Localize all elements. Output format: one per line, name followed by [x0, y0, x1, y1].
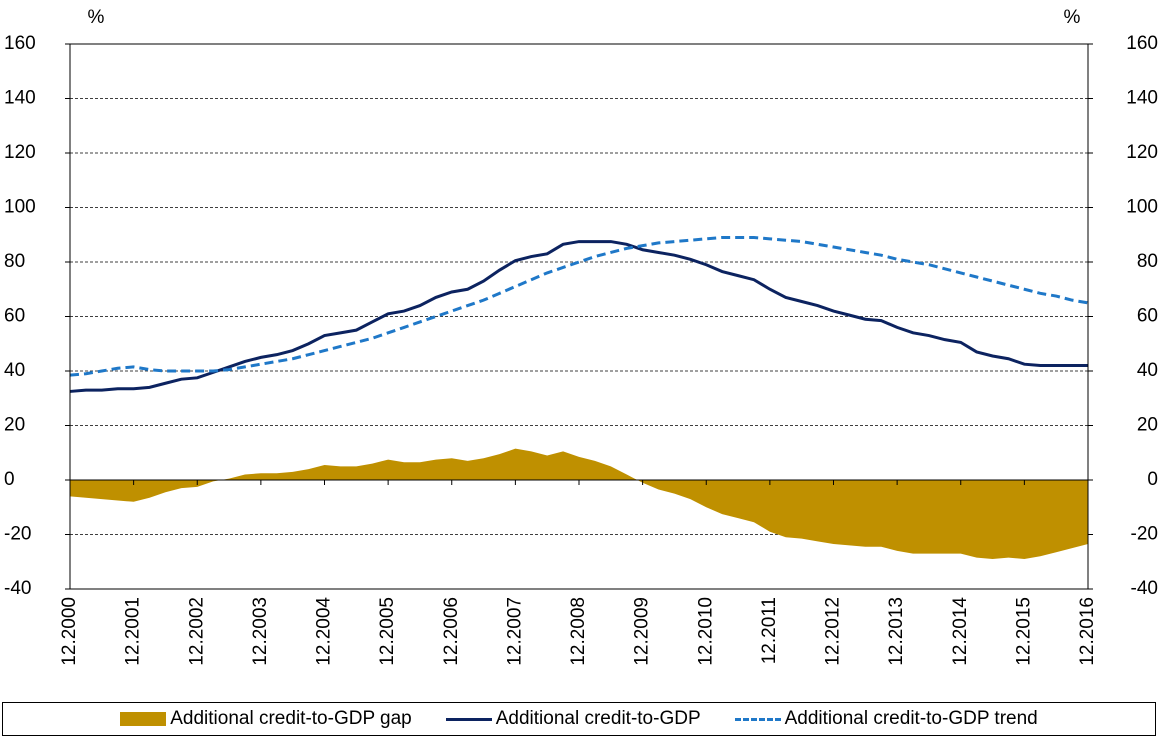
- y-tick-label: 100: [4, 197, 36, 218]
- x-tick-label: 12.2005: [377, 597, 398, 666]
- y2-tick-label: 60: [1137, 306, 1158, 327]
- y2-tick-label: 20: [1137, 415, 1158, 436]
- x-tick-label: 12.2014: [950, 597, 971, 666]
- x-tick-label: 12.2002: [186, 597, 207, 666]
- y2-tick-label: 0: [1147, 469, 1158, 490]
- legend-label: Additional credit-to-GDP trend: [784, 708, 1038, 729]
- area: [70, 448, 1088, 560]
- x-tick-label: 12.2000: [59, 597, 80, 666]
- legend-item: Additional credit-to-GDP gap: [120, 708, 412, 730]
- y2-tick-label: 100: [1126, 197, 1158, 218]
- plot-frame: [69, 43, 1089, 590]
- x-tick-label: 12.2008: [568, 597, 589, 666]
- legend-swatch: [734, 717, 781, 721]
- y-tick-label: 20: [4, 415, 25, 436]
- x-tick-label: 12.2011: [759, 597, 780, 664]
- legend-swatch: [120, 712, 167, 726]
- y-tick-label: 0: [4, 469, 15, 490]
- line: [69, 235, 1089, 377]
- legend: Additional credit-to-GDP gap Additional c…: [2, 702, 1156, 736]
- legend-item: Additional credit-to-GDP trend: [734, 708, 1038, 730]
- y-tick-label: -40: [4, 578, 31, 599]
- x-tick-label: 12.2009: [632, 597, 653, 666]
- x-tick-label: 12.2016: [1077, 597, 1098, 666]
- x-tick-label: 12.2001: [123, 597, 144, 666]
- x-tick-label: 12.2010: [695, 597, 716, 666]
- chart: % % -40 -20 0 20 40 60 80 100 120 140 160 -40 -20 0 20…: [4, 7, 1158, 666]
- legend-item: Additional credit-to-GDP: [445, 708, 701, 730]
- legend-label: Additional credit-to-GDP: [495, 708, 701, 729]
- x-tick-label: 12.2007: [504, 597, 525, 666]
- x-tick-label: 12.2012: [823, 597, 844, 666]
- y2-tick-label: 140: [1126, 88, 1158, 109]
- y2-axis-label: %: [1064, 7, 1081, 28]
- x-tick-label: 12.2003: [250, 597, 271, 666]
- x-tick-label: 12.2015: [1013, 597, 1034, 666]
- legend-swatch: [445, 717, 492, 721]
- y-tick-label: 140: [4, 88, 36, 109]
- y-axis-label: %: [88, 7, 105, 28]
- y-tick-label: 40: [4, 360, 25, 381]
- y2-tick-label: -20: [1131, 524, 1158, 545]
- y2-tick-label: -40: [1131, 578, 1158, 599]
- y-tick-label: 120: [4, 142, 36, 163]
- legend-label: Additional credit-to-GDP gap: [170, 708, 412, 729]
- x-tick-label: 12.2006: [441, 597, 462, 666]
- y2-tick-label: 40: [1137, 360, 1158, 381]
- x-tick-label: 12.2013: [886, 597, 907, 666]
- x-tick-label: 12.2004: [314, 597, 335, 666]
- y2-tick-label: 80: [1137, 251, 1158, 272]
- y-tick-label: -20: [4, 524, 31, 545]
- y-tick-label: 60: [4, 306, 25, 327]
- y2-tick-label: 120: [1126, 142, 1158, 163]
- y-tick-label: 80: [4, 251, 25, 272]
- y2-tick-label: 160: [1126, 33, 1158, 54]
- y-tick-label: 160: [4, 33, 36, 54]
- line: [69, 240, 1088, 393]
